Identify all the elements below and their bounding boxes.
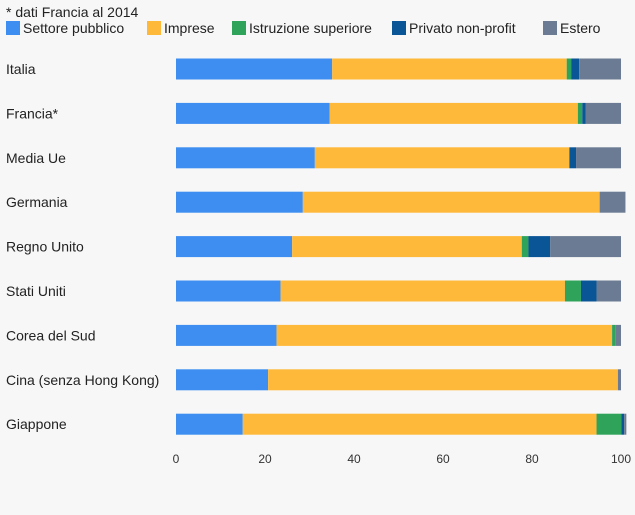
bar-row-francia [176, 102, 621, 124]
bar-row-cina-senza-hong-kong [176, 369, 621, 391]
bar-francia-istruzione-superiore [577, 102, 583, 124]
category-label-italia: Italia [6, 61, 36, 77]
x-axis: 0 20 40 60 80 100 [173, 452, 632, 466]
bar-row-germania [176, 191, 626, 213]
category-label-regno-unito: Regno Unito [6, 239, 84, 255]
bar-germania-settore-pubblico [176, 191, 303, 213]
bar-francia-imprese [329, 102, 578, 124]
bar-italia-privato-non-profit [571, 58, 580, 80]
legend-swatch [147, 21, 161, 35]
bar-corea-del-sud-istruzione-superiore [612, 324, 616, 346]
bar-giappone-settore-pubblico [176, 413, 243, 435]
x-tick-label-0: 0 [173, 452, 180, 466]
bar-italia-istruzione-superiore [566, 58, 572, 80]
category-label-francia: Francia* [6, 105, 59, 121]
category-label-corea-del-sud: Corea del Sud [6, 327, 96, 343]
bar-stati-uniti-settore-pubblico [176, 280, 281, 302]
bar-francia-estero [585, 102, 621, 124]
bar-cina-senza-hong-kong-estero [617, 369, 621, 391]
bar-regno-unito-estero [550, 236, 621, 258]
bars [176, 58, 627, 435]
bar-row-italia [176, 58, 621, 80]
bar-media-ue-imprese [314, 147, 570, 169]
bar-francia-settore-pubblico [176, 102, 330, 124]
x-tick-label-60: 60 [436, 452, 450, 466]
bar-giappone-estero [624, 413, 627, 435]
legend-label: Estero [560, 20, 601, 36]
legend-item-imprese: Imprese [147, 20, 215, 36]
bar-giappone-privato-non-profit [621, 413, 625, 435]
category-axis: Italia Francia* Media Ue Germania Regno Unit… [6, 61, 159, 432]
bar-regno-unito-settore-pubblico [176, 236, 293, 258]
legend-item-privato-non-profit: Privato non-profit [392, 20, 516, 36]
bar-germania-estero [599, 191, 626, 213]
bar-row-stati-uniti [176, 280, 621, 302]
bar-regno-unito-istruzione-superiore [521, 236, 529, 258]
x-tick-label-80: 80 [525, 452, 539, 466]
bar-cina-senza-hong-kong-settore-pubblico [176, 369, 269, 391]
bar-stati-uniti-imprese [280, 280, 565, 302]
legend-label: Settore pubblico [23, 20, 124, 36]
bar-francia-privato-non-profit [582, 102, 586, 124]
legend-label: Istruzione superiore [249, 20, 372, 36]
legend: Settore pubblico Imprese Istruzione superi… [6, 20, 601, 36]
bar-stati-uniti-istruzione-superiore [564, 280, 581, 302]
bar-stati-uniti-estero [596, 280, 621, 302]
legend-item-istruzione-superiore: Istruzione superiore [232, 20, 372, 36]
chart-note: * dati Francia al 2014 [6, 4, 139, 20]
bar-italia-settore-pubblico [176, 58, 333, 80]
legend-swatch [6, 21, 20, 35]
bar-row-corea-del-sud [176, 324, 621, 346]
bar-row-regno-unito [176, 236, 621, 258]
category-label-cina-senza-hong-kong: Cina (senza Hong Kong) [6, 372, 159, 388]
x-tick-label-20: 20 [258, 452, 272, 466]
bar-corea-del-sud-imprese [276, 324, 613, 346]
x-tick-label-100: 100 [611, 452, 631, 466]
bar-media-ue-privato-non-profit [569, 147, 577, 169]
bar-giappone-imprese [242, 413, 597, 435]
legend-swatch [543, 21, 557, 35]
legend-label: Imprese [164, 20, 215, 36]
bar-corea-del-sud-estero [615, 324, 621, 346]
bar-regno-unito-imprese [292, 236, 522, 258]
category-label-germania: Germania [6, 194, 68, 210]
legend-swatch [392, 21, 406, 35]
legend-item-estero: Estero [543, 20, 601, 36]
bar-stati-uniti-privato-non-profit [580, 280, 597, 302]
bar-cina-senza-hong-kong-imprese [268, 369, 618, 391]
category-label-media-ue: Media Ue [6, 150, 66, 166]
bar-germania-imprese [302, 191, 600, 213]
bar-corea-del-sud-settore-pubblico [176, 324, 277, 346]
bar-italia-estero [579, 58, 621, 80]
legend-swatch [232, 21, 246, 35]
legend-item-settore-pubblico: Settore pubblico [6, 20, 124, 36]
bar-regno-unito-privato-non-profit [528, 236, 551, 258]
bar-row-media-ue [176, 147, 621, 169]
bar-italia-imprese [332, 58, 567, 80]
category-label-giappone: Giappone [6, 416, 67, 432]
bar-row-giappone [176, 413, 627, 435]
bar-giappone-istruzione-superiore [596, 413, 622, 435]
bar-media-ue-estero [576, 147, 621, 169]
x-tick-label-40: 40 [347, 452, 361, 466]
bar-media-ue-settore-pubblico [176, 147, 315, 169]
legend-label: Privato non-profit [409, 20, 516, 36]
category-label-stati-uniti: Stati Uniti [6, 283, 66, 299]
